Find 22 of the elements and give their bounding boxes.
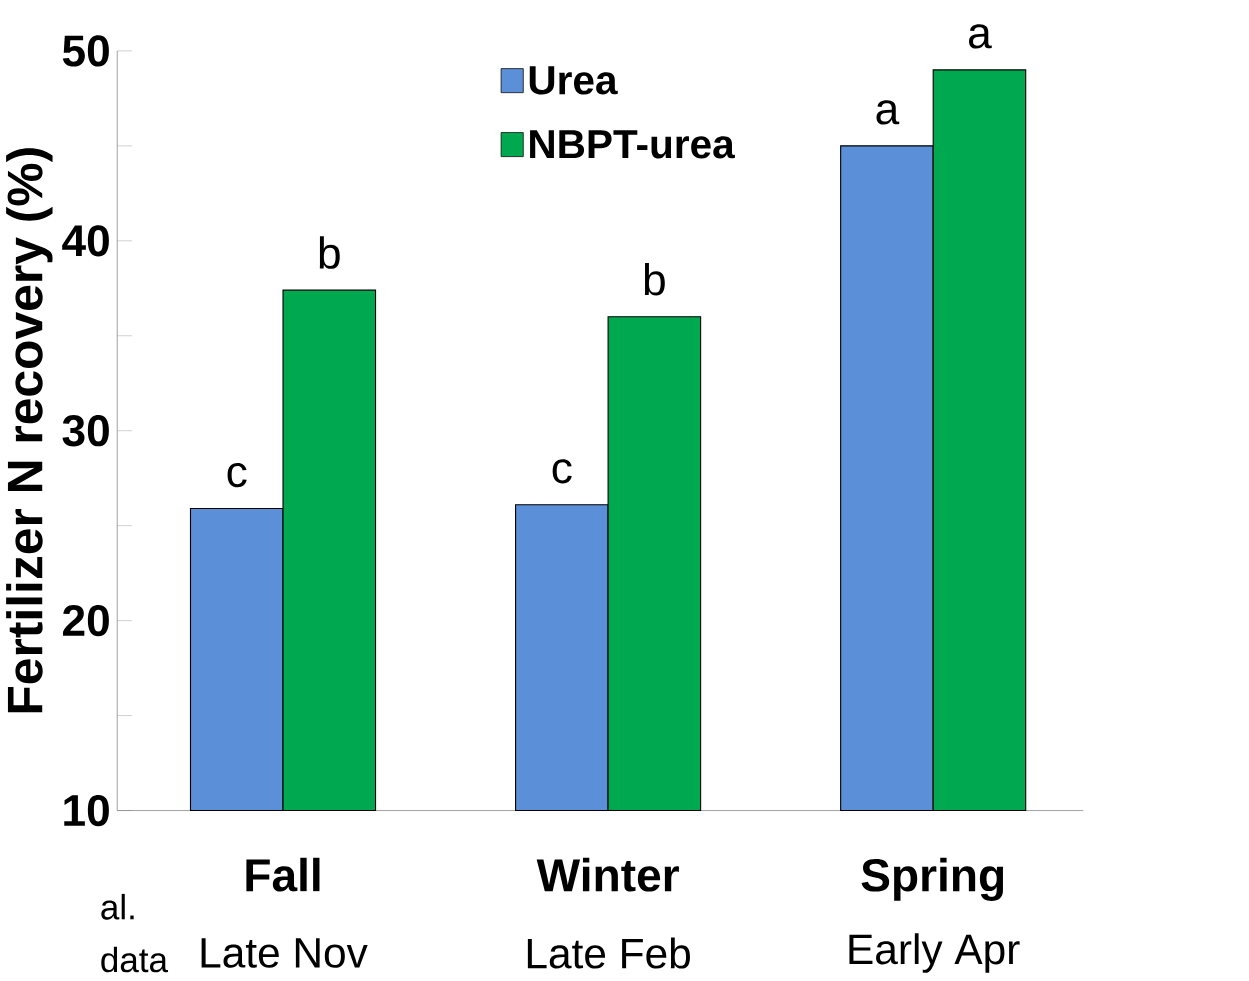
y-tick-label: 50 <box>62 35 109 67</box>
data-label: b <box>319 236 340 269</box>
text: Early Apr <box>849 933 1020 973</box>
data-label: a <box>876 100 900 125</box>
legend-label: Urea <box>529 66 618 95</box>
y-axis-title: Fertilizer N recovery (%) <box>6 148 53 713</box>
text: data <box>101 946 169 973</box>
legend-label: NBPT-urea <box>530 130 735 159</box>
x-tick-label: Winter <box>536 857 679 892</box>
y-tick-label: 30 <box>62 415 109 447</box>
data-label: c <box>552 459 572 484</box>
x-tick-label: Spring <box>861 857 1004 902</box>
y-tick-label: 10 <box>64 794 109 827</box>
y-tick-label: 40 <box>62 225 109 257</box>
text: Late Feb <box>527 937 690 969</box>
text: Late Nov <box>201 938 368 968</box>
text: al. <box>101 894 134 920</box>
data-label: c <box>227 463 247 488</box>
data-label: b <box>644 263 665 296</box>
x-tick-label: Fall <box>246 857 320 892</box>
data-label: a <box>969 24 992 49</box>
y-tick-label: 20 <box>63 605 109 637</box>
